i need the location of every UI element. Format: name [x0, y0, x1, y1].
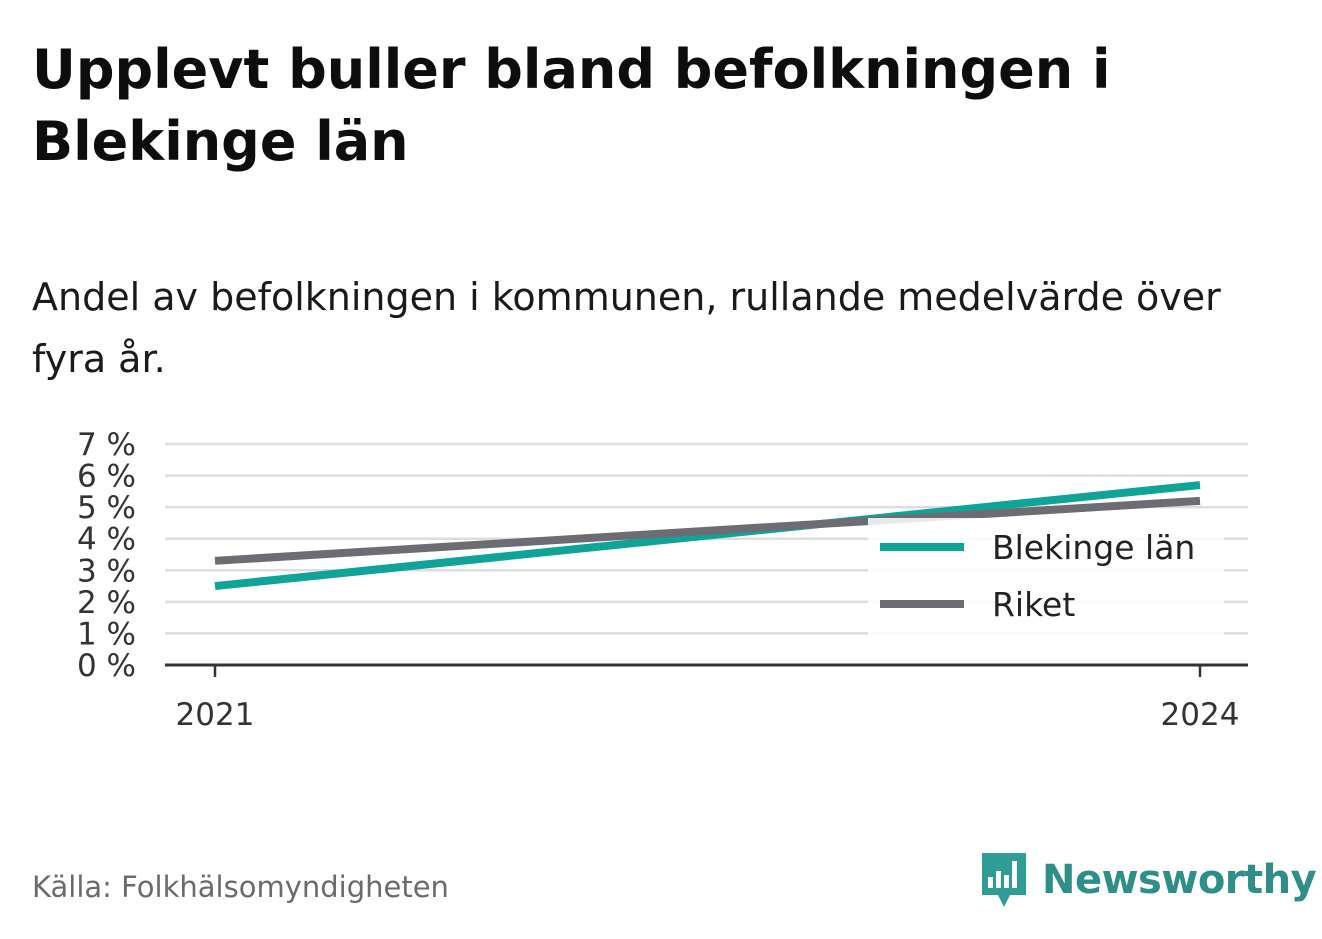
source-note: Källa: Folkhälsomyndigheten — [32, 870, 449, 904]
y-axis-ticks: 0 %1 %2 %3 %4 %5 %6 %7 % — [77, 427, 136, 684]
series-lines — [214, 481, 1201, 591]
brand-name: Newsworthy — [1042, 857, 1317, 903]
legend-box — [868, 518, 1224, 640]
newsworthy-logo-icon — [982, 853, 1026, 907]
y-tick-label: 2 % — [77, 585, 136, 621]
y-tick-label: 7 % — [77, 427, 136, 463]
x-axis-ticks: 2021 2024 — [176, 665, 1240, 733]
x-tick-label: 2021 — [176, 697, 255, 733]
chart-title: Upplevt buller bland befolkningen i Blek… — [32, 38, 1111, 173]
brand-logo: Newsworthy — [980, 850, 1317, 910]
y-tick-label: 5 % — [77, 490, 136, 526]
line-chart: 0 %1 %2 %3 %4 %5 %6 %7 % 2021 2024 Blekin… — [77, 427, 1248, 733]
y-tick-label: 3 % — [77, 553, 136, 589]
series-line-0 — [214, 481, 1201, 591]
y-tick-label: 6 % — [77, 459, 136, 495]
legend-label: Riket — [992, 585, 1075, 624]
y-tick-label: 4 % — [77, 522, 136, 558]
chart-subtitle: Andel av befolkningen i kommunen, rullan… — [32, 275, 1221, 381]
y-tick-label: 1 % — [77, 616, 136, 652]
x-tick-label: 2024 — [1161, 697, 1240, 733]
legend-label: Blekinge län — [992, 528, 1195, 567]
series-line-1 — [214, 496, 1201, 565]
y-tick-label: 0 % — [77, 648, 136, 684]
legend: Blekinge län Riket — [868, 518, 1224, 640]
